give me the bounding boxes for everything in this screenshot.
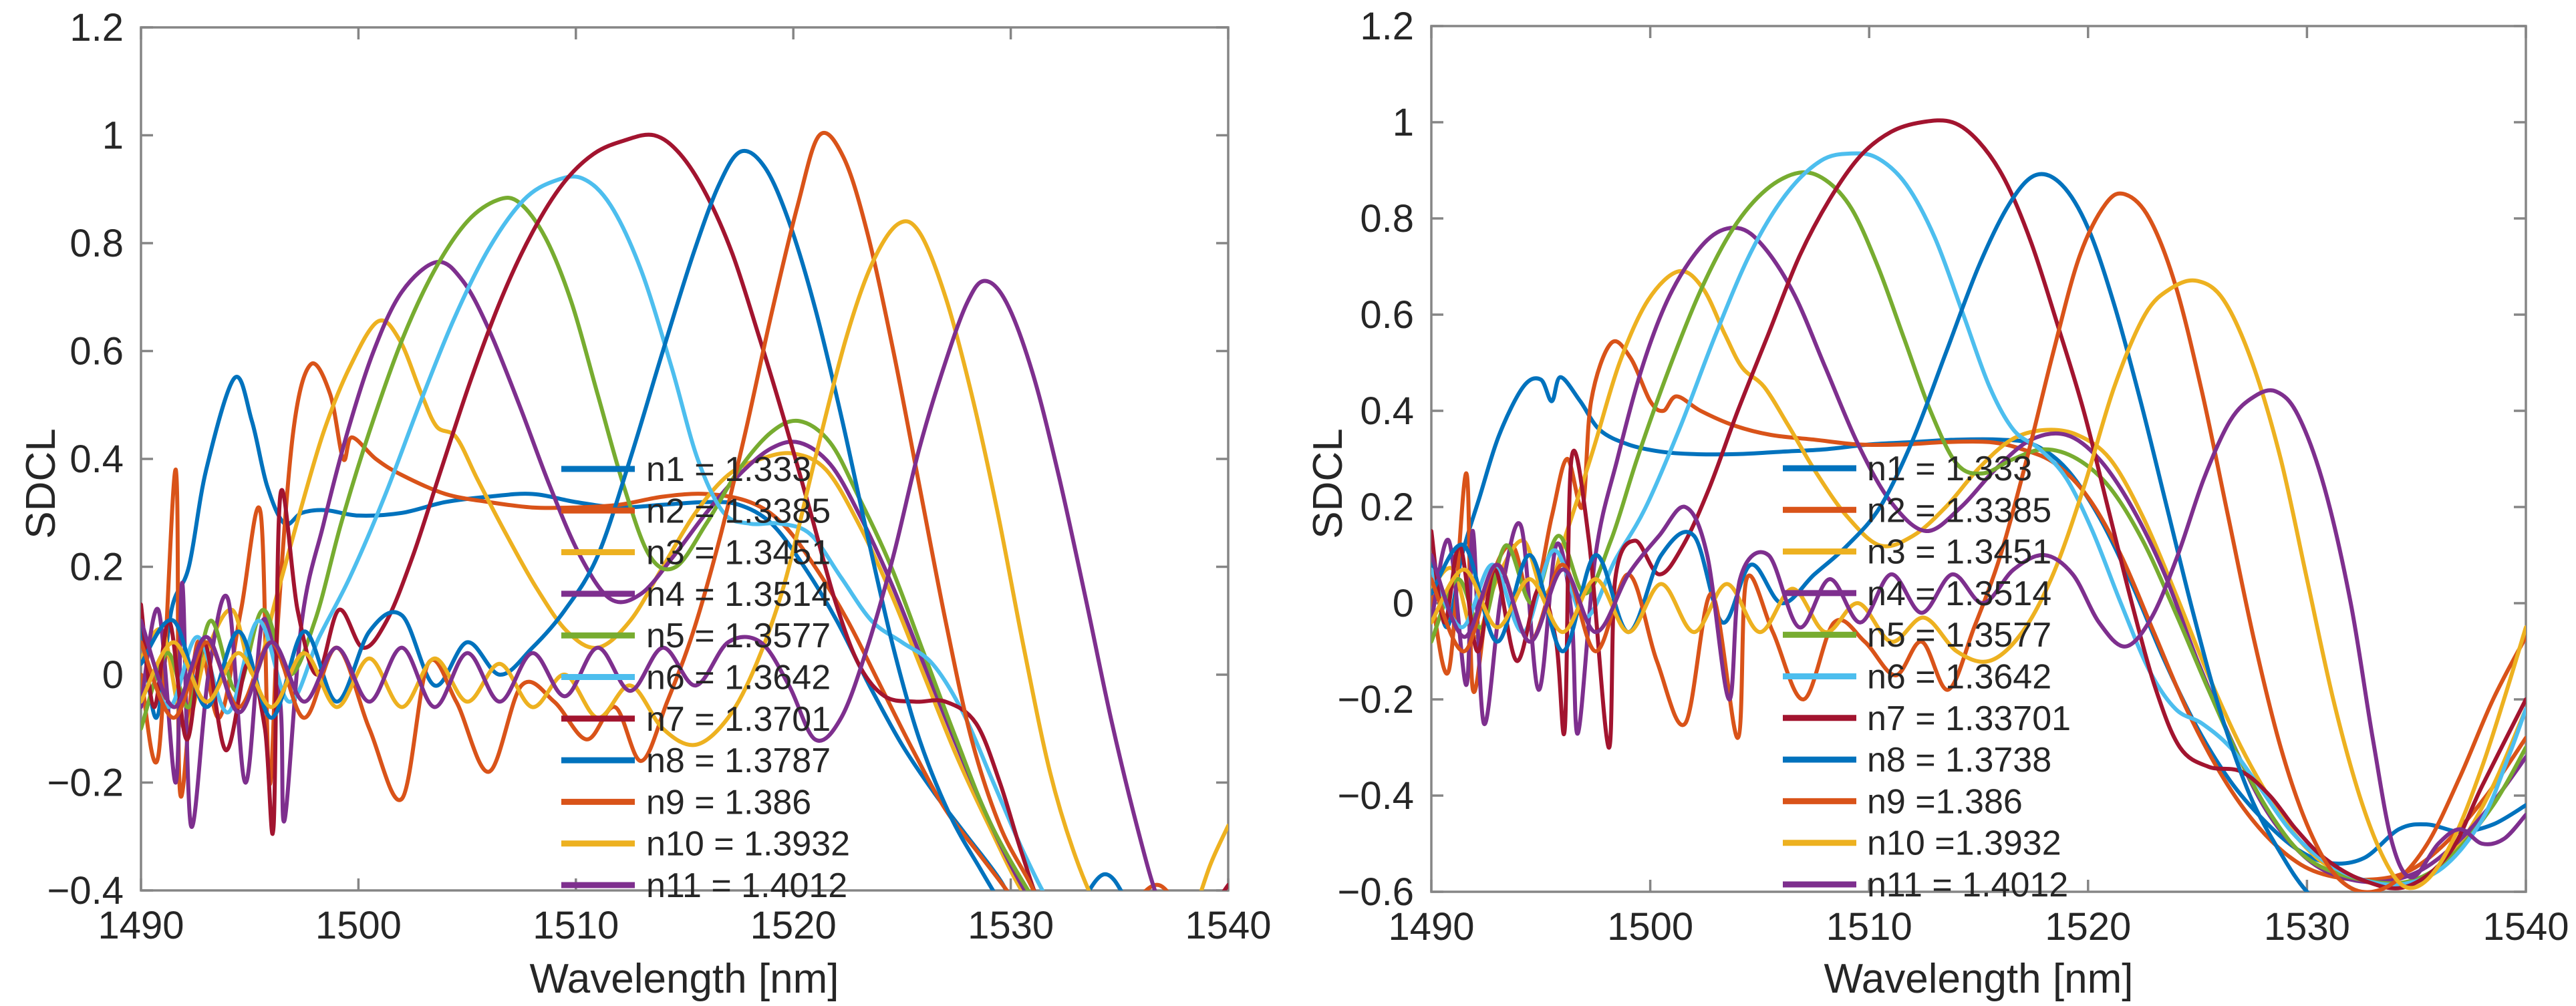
y-tick-label: 1 [1393,101,1414,144]
legend-label-n3: n3 = 1.3451 [646,534,831,572]
series-group [1431,118,2526,892]
y-tick-label: 0.4 [69,438,124,481]
x-tick-label: 1530 [2264,905,2350,949]
legend-label-n1: n1 = 1.333 [1867,450,2032,488]
y-tick-label: 1.2 [1360,5,1414,48]
y-tick-label: −0.4 [47,869,124,912]
x-tick-label: 1540 [1185,904,1271,947]
series-path-n8 [1431,172,2310,892]
legend-label-n6: n6 = 1.3642 [646,659,831,697]
right-x-axis-label: Wavelength [nm] [1824,956,2134,1002]
y-tick-label: −0.2 [1338,678,1415,721]
x-tick-label: 1490 [1388,905,1474,949]
y-tick-label: 0.2 [1360,486,1414,529]
legend-label-n5: n5 = 1.3577 [1867,616,2051,655]
y-tick-label: 0 [102,653,124,697]
series-path-n10 [141,219,1228,890]
legend-label-n3: n3 = 1.3451 [1867,533,2051,572]
legend-label-n2: n2 = 1.3385 [646,492,831,530]
legend-label-n2: n2 = 1.3385 [1867,491,2051,530]
series-path-n1 [141,375,1123,890]
legend-label-n5: n5 = 1.3577 [646,617,831,655]
legend-label-n8: n8 = 1.3787 [646,741,831,780]
x-tick-label: 1490 [98,904,184,947]
y-tick-label: −0.6 [1338,870,1415,914]
legend-label-n1: n1 = 1.333 [646,450,811,489]
y-tick-label: 0.8 [69,222,124,265]
series-path-n8 [141,148,996,890]
y-tick-label: 0.2 [69,546,124,589]
legend-label-n9: n9 = 1.386 [646,783,811,822]
y-tick-label: −0.4 [1338,774,1415,818]
legend-label-n11: n11 = 1.4012 [646,866,847,905]
legend-label-n4: n4 = 1.3514 [646,575,831,614]
x-tick-label: 1510 [533,904,619,947]
x-tick-label: 1520 [750,904,837,947]
series-path-n4 [141,260,1027,890]
y-tick-label: 1.2 [69,6,124,49]
legend-label-n10: n10 = 1.3932 [646,825,850,864]
plot-box [1430,25,2527,893]
series-path-n5 [1431,170,2526,886]
plot-left: 1490 1500 1510 1520 1530 1540 −0.4 −0.2 0 0.2 0.4 0… [47,6,1272,947]
series-path-n6 [141,174,1045,890]
series-path-n11 [141,279,1157,890]
legend-label-n9: n9 =1.386 [1867,782,2023,821]
legend-label-n11: n11 = 1.4012 [1867,866,2068,904]
left-x-axis-label: Wavelength [nm] [529,956,839,1002]
series-group [141,130,1228,890]
x-tick-label: 1520 [2045,905,2131,949]
legend-label-n6: n6 = 1.3642 [1867,658,2051,697]
x-tick-label: 1540 [2482,905,2569,949]
plot-right: 1490 1500 1510 1520 1530 1540 −0.6 −0.4 −0.2 0 0.2… [1338,5,2569,949]
legend-label-n7: n7 = 1.3701 [646,700,831,739]
series-path-n10 [1431,278,2526,890]
series-path-n5 [141,196,1031,890]
y-tick-label: 1 [102,114,124,158]
y-tick-label: 0.6 [69,330,124,373]
y-tick-label: 0.4 [1360,389,1414,433]
legend-label-n8: n8 = 1.3738 [1867,741,2051,780]
x-tick-label: 1510 [1826,905,1912,949]
legend-label-n4: n4 = 1.3514 [1867,574,2051,613]
x-tick-label: 1500 [1607,905,1693,949]
x-tick-label: 1500 [315,904,402,947]
x-tick-label: 1530 [968,904,1054,947]
y-tick-label: −0.2 [47,762,124,805]
y-tick-label: 0.6 [1360,293,1414,337]
y-tick-label: 0 [1393,582,1414,625]
legend-label-n7: n7 = 1.33701 [1867,699,2071,738]
right-y-axis-label: SDCL [1305,428,1351,539]
y-tick-label: 0.8 [1360,197,1414,240]
series-path-n11 [1431,388,2526,880]
legend-label-n10: n10 =1.3932 [1867,824,2061,863]
left-y-axis-label: SDCL [18,428,64,539]
